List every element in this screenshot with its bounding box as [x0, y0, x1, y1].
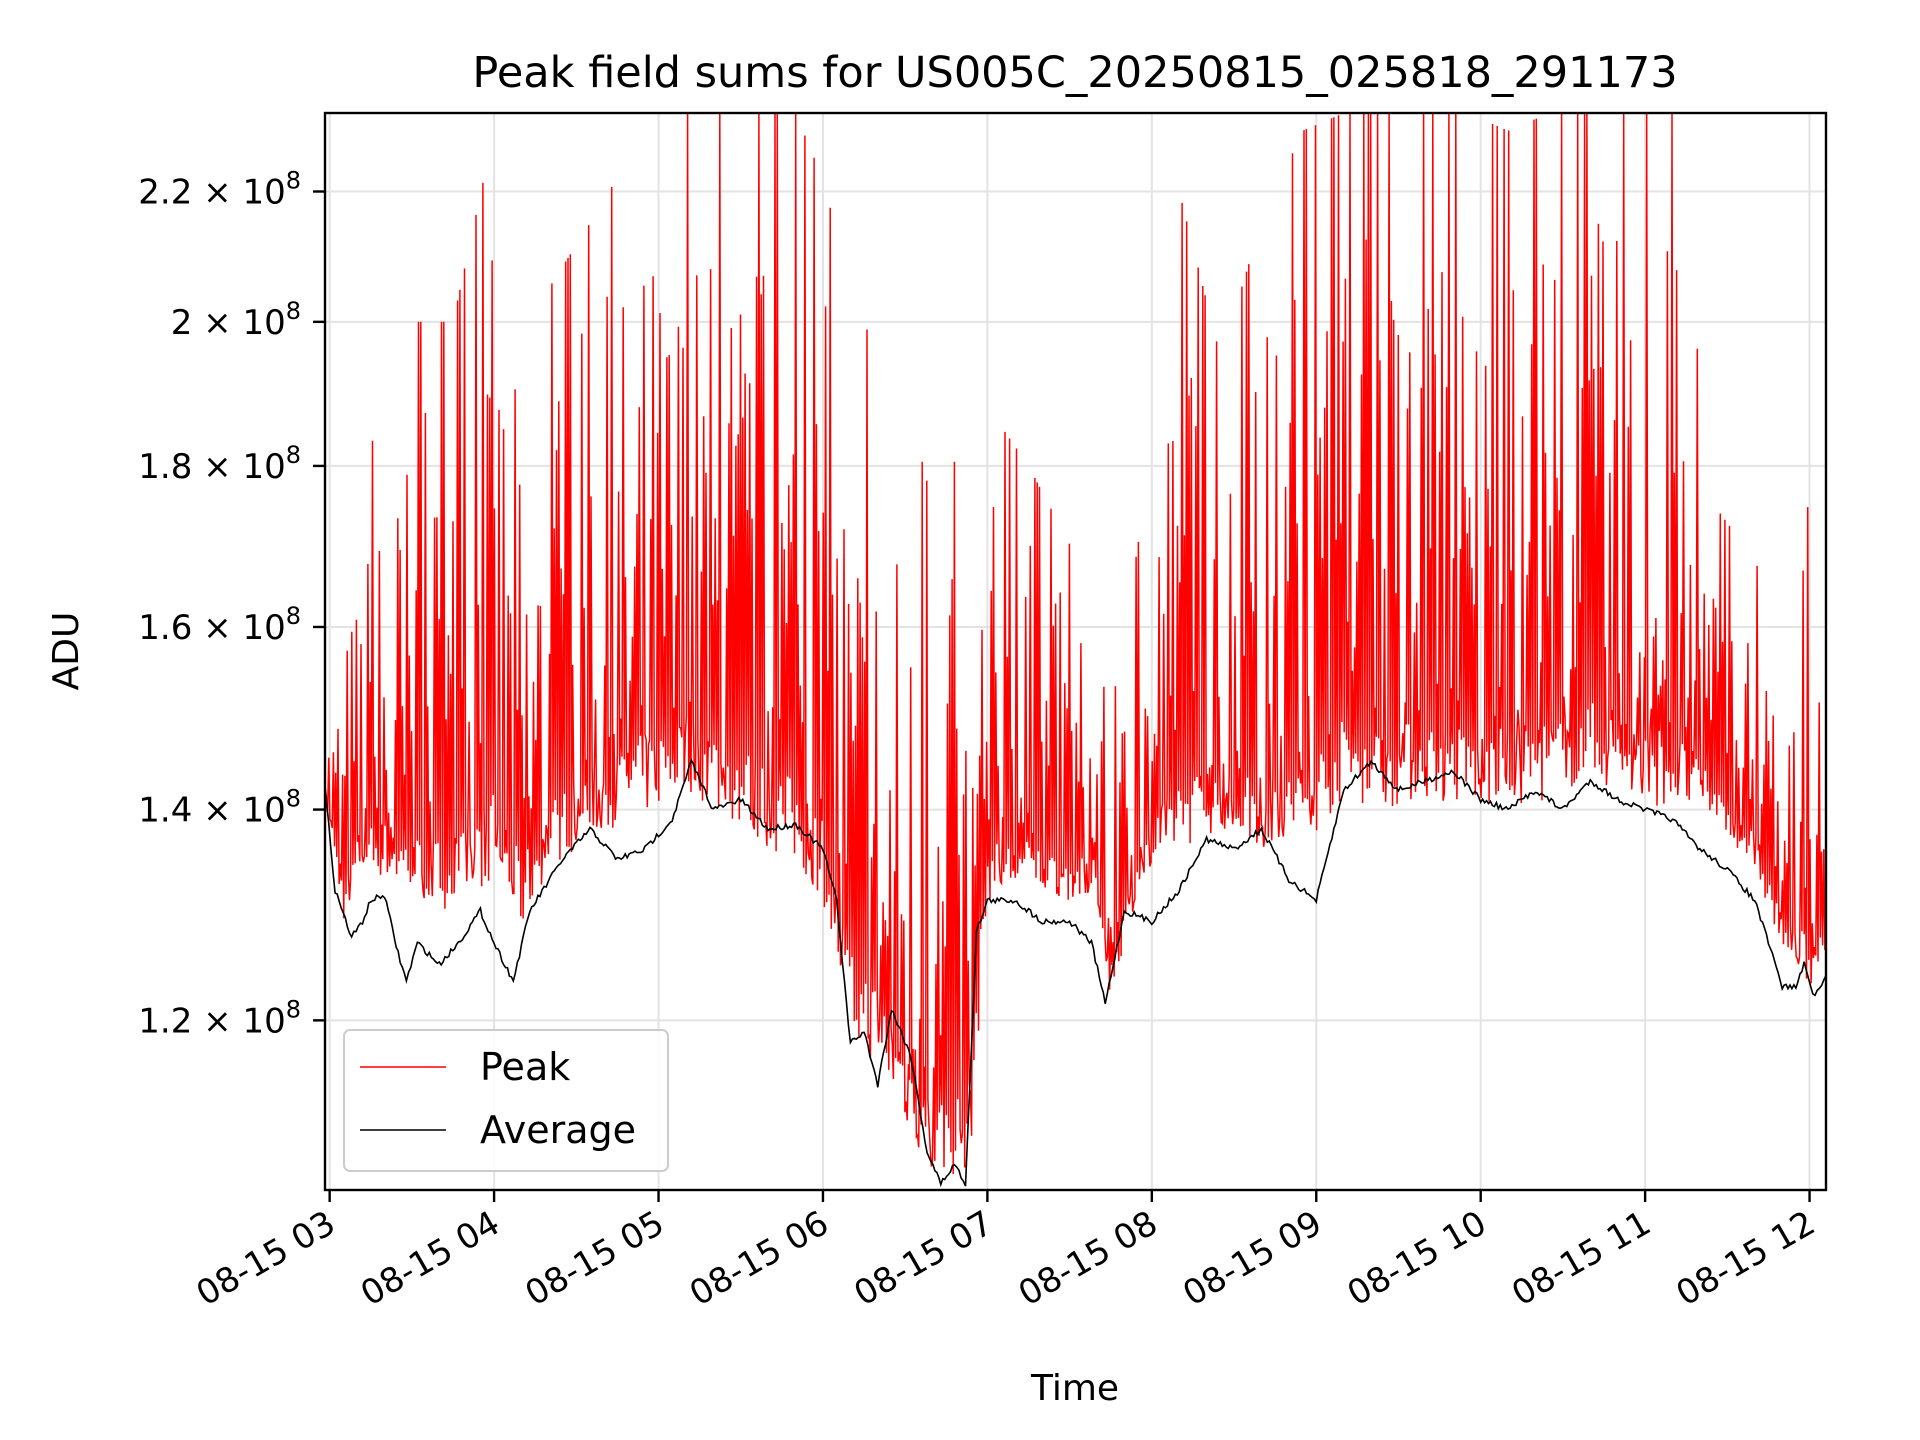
legend-average-label: Average — [480, 1108, 636, 1152]
y-axis: 1.2 × 108 1.4 × 108 1.6 × 108 1.8 × 108 2 × … — [138, 167, 325, 1041]
series-layer — [325, 113, 1826, 1188]
legend-peak-label: Peak — [480, 1045, 570, 1089]
grid-lines — [325, 113, 1826, 1190]
y-axis-title: ADU — [46, 612, 87, 691]
series-line-average — [325, 758, 1826, 1188]
y-tick-label: 1.2 × 108 — [138, 995, 301, 1041]
y-tick-label: 1.8 × 108 — [138, 441, 301, 487]
y-tick-label: 2.2 × 108 — [138, 167, 301, 213]
y-tick-label: 1.6 × 108 — [138, 602, 301, 648]
plot-area-frame — [323, 111, 1828, 1192]
chart-title: Peak field sums for US005C_20250815_0258… — [472, 48, 1677, 98]
x-axis-title: Time — [1030, 1368, 1119, 1409]
y-tick-label: 2 × 108 — [171, 297, 301, 343]
legend: Peak Average — [343, 1029, 669, 1172]
y-tick-label: 1.4 × 108 — [138, 785, 301, 831]
series-line-peak — [325, 113, 1826, 1175]
legend-box — [343, 1029, 669, 1172]
